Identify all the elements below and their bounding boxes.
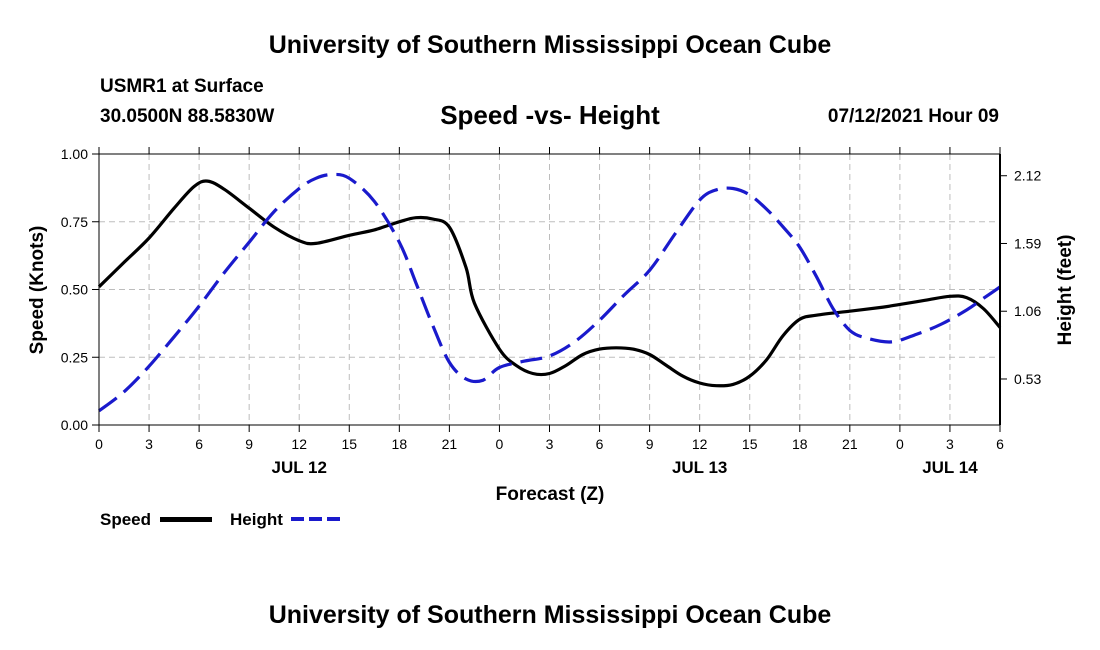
day-label: JUL 14 <box>922 458 978 477</box>
x-tick-label: 9 <box>245 436 253 452</box>
y-axis-label: Speed (Knots) <box>27 226 48 355</box>
y-tick-label: 0.50 <box>61 282 88 298</box>
legend-height-swatch <box>291 517 343 521</box>
x-tick-label: 12 <box>692 436 708 452</box>
x-tick-label: 15 <box>742 436 758 452</box>
x-tick-label: 0 <box>95 436 103 452</box>
x-tick-label: 3 <box>145 436 153 452</box>
y-tick-label: 0.00 <box>61 417 88 433</box>
legend-speed-swatch <box>160 517 212 522</box>
coordinates-label: 30.0500N 88.5830W <box>100 106 275 127</box>
x-tick-label: 21 <box>442 436 458 452</box>
y2-axis-label: Height (feet) <box>1055 235 1076 346</box>
day-label: JUL 12 <box>271 458 326 477</box>
x-tick-label: 0 <box>496 436 504 452</box>
x-tick-label: 3 <box>946 436 954 452</box>
station-label: USMR1 at Surface <box>100 76 264 97</box>
legend-speed-label: Speed <box>100 510 152 529</box>
x-tick-label: 12 <box>291 436 307 452</box>
y2-tick-label: 1.06 <box>1014 303 1041 319</box>
bottom-title: University of Southern Mississippi Ocean… <box>268 601 832 629</box>
x-tick-label: 6 <box>195 436 203 452</box>
x-tick-label: 0 <box>896 436 904 452</box>
chart-title: Speed -vs- Height <box>440 100 660 130</box>
x-tick-label: 18 <box>792 436 808 452</box>
y2-tick-label: 0.53 <box>1014 371 1041 387</box>
y-tick-label: 0.75 <box>61 214 88 230</box>
legend-height-label: Height <box>230 510 283 529</box>
series-line-height <box>98 172 1001 413</box>
axes: 0 3 6 9 12 15 18 21 0 3 6 9 12 15 18 21 0 3 6 JUL 12 JUL 13 J… <box>61 146 1042 477</box>
datetime-label: 07/12/2021 Hour 09 <box>827 106 999 127</box>
x-tick-label: 21 <box>842 436 858 452</box>
x-tick-label: 6 <box>996 436 1004 452</box>
y-tick-label: 1.00 <box>61 146 88 162</box>
x-tick-label: 3 <box>546 436 554 452</box>
x-tick-label: 9 <box>646 436 654 452</box>
x-tick-label: 6 <box>596 436 604 452</box>
x-tick-label: 15 <box>341 436 357 452</box>
series-lines <box>97 172 1002 413</box>
top-title: University of Southern Mississippi Ocean… <box>268 31 832 59</box>
day-label: JUL 13 <box>672 458 727 477</box>
y2-tick-label: 2.12 <box>1014 168 1041 184</box>
y2-tick-label: 1.59 <box>1014 235 1041 251</box>
x-tick-label: 18 <box>392 436 408 452</box>
grid-lines <box>99 154 1000 425</box>
y-tick-label: 0.25 <box>61 349 88 365</box>
x-axis-label: Forecast (Z) <box>496 484 605 505</box>
